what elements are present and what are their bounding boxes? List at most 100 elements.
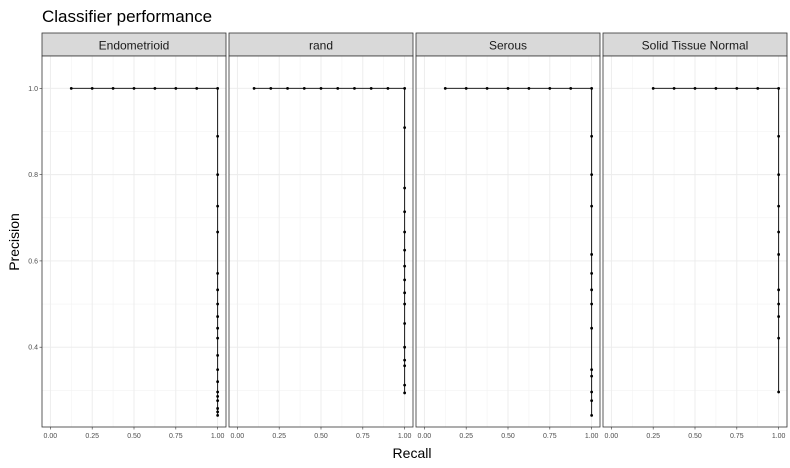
data-point: [569, 86, 573, 90]
data-point: [735, 86, 739, 90]
x-tick-label: 0.25: [459, 433, 473, 440]
data-point: [216, 336, 220, 340]
data-point: [216, 302, 220, 306]
data-point: [590, 413, 594, 417]
data-point: [369, 86, 373, 90]
data-point: [590, 368, 594, 372]
data-point: [216, 394, 220, 398]
data-point: [336, 86, 340, 90]
data-point: [403, 345, 407, 349]
data-point: [714, 86, 718, 90]
data-point: [777, 390, 781, 394]
data-point: [403, 291, 407, 295]
data-point: [506, 86, 510, 90]
data-point: [353, 86, 356, 90]
x-tick-label: 1.00: [585, 433, 599, 440]
facet-panel: rand 0.00 0.25 0.50 0.75 1.00: [228, 32, 414, 440]
data-point: [548, 86, 552, 90]
data-point: [590, 204, 594, 208]
data-point: [216, 390, 220, 394]
x-tick-label: 0.00: [44, 433, 58, 440]
x-tick-label: 0.50: [501, 433, 515, 440]
data-point: [216, 173, 220, 177]
x-tick-label: 0.25: [646, 433, 660, 440]
data-point: [216, 326, 220, 330]
data-point: [403, 264, 407, 268]
data-point: [216, 368, 220, 372]
data-point: [403, 278, 407, 282]
y-tick-label: 0.4: [28, 345, 38, 352]
data-point: [777, 253, 781, 256]
facet-panel: Solid Tissue Normal 0.00 0.25 0.50 0.75 1.00: [602, 32, 788, 440]
x-tick-label: 0.00: [231, 433, 245, 440]
data-point: [403, 126, 407, 130]
data-point: [216, 288, 220, 292]
data-point: [216, 315, 220, 318]
data-point: [403, 210, 407, 214]
data-point: [216, 230, 220, 234]
data-point: [174, 86, 178, 90]
data-point: [69, 86, 73, 90]
data-point: [216, 413, 220, 417]
data-point: [443, 86, 447, 90]
data-point: [777, 204, 781, 208]
data-point: [216, 380, 220, 384]
facet-strip-label: Solid Tissue Normal: [642, 39, 749, 53]
facet-strip-label: rand: [309, 39, 333, 53]
chart-title: Classifier performance: [42, 7, 212, 26]
y-tick-label: 0.8: [28, 172, 38, 179]
x-tick-label: 0.25: [85, 433, 99, 440]
data-point: [651, 86, 655, 90]
data-point: [590, 134, 594, 138]
data-point: [777, 230, 781, 234]
data-point: [319, 86, 323, 90]
data-point: [590, 326, 594, 330]
x-tick-label: 0.75: [356, 433, 370, 440]
x-tick-label: 0.75: [543, 433, 557, 440]
facet-strip-label: Endometrioid: [99, 39, 170, 53]
data-point: [590, 272, 594, 275]
data-point: [777, 173, 781, 177]
data-point: [195, 86, 199, 90]
data-point: [386, 86, 390, 90]
data-point: [403, 230, 407, 234]
x-tick-label: 0.50: [314, 433, 328, 440]
data-point: [527, 86, 531, 90]
y-axis-title: Precision: [6, 213, 22, 271]
data-point: [756, 86, 760, 90]
data-point: [777, 302, 781, 306]
data-point: [216, 410, 220, 414]
facet-panel: Serous 0.00 0.25 0.50 0.75 1.00: [415, 32, 601, 440]
data-point: [269, 86, 273, 90]
facet-strip-label: Serous: [489, 39, 527, 53]
data-point: [403, 302, 407, 306]
data-point: [403, 248, 407, 252]
x-tick-label: 1.00: [398, 433, 412, 440]
data-point: [777, 336, 781, 340]
x-tick-label: 0.75: [730, 433, 744, 440]
data-point: [590, 399, 594, 403]
data-point: [590, 173, 594, 177]
data-point: [403, 383, 407, 387]
data-point: [403, 322, 407, 325]
data-point: [216, 204, 220, 208]
data-point: [403, 86, 407, 90]
data-point: [590, 288, 594, 292]
data-point: [590, 253, 594, 256]
data-point: [216, 86, 220, 90]
data-point: [590, 390, 594, 394]
x-tick-label: 1.00: [772, 433, 786, 440]
data-point: [464, 86, 468, 90]
data-point: [403, 358, 407, 362]
data-point: [693, 86, 697, 90]
data-point: [111, 86, 115, 90]
data-point: [777, 288, 781, 292]
data-point: [216, 134, 220, 138]
x-tick-label: 0.50: [127, 433, 141, 440]
data-point: [216, 353, 220, 357]
data-point: [216, 399, 220, 403]
data-point: [777, 134, 781, 138]
x-tick-label: 0.50: [688, 433, 702, 440]
data-point: [403, 186, 407, 190]
